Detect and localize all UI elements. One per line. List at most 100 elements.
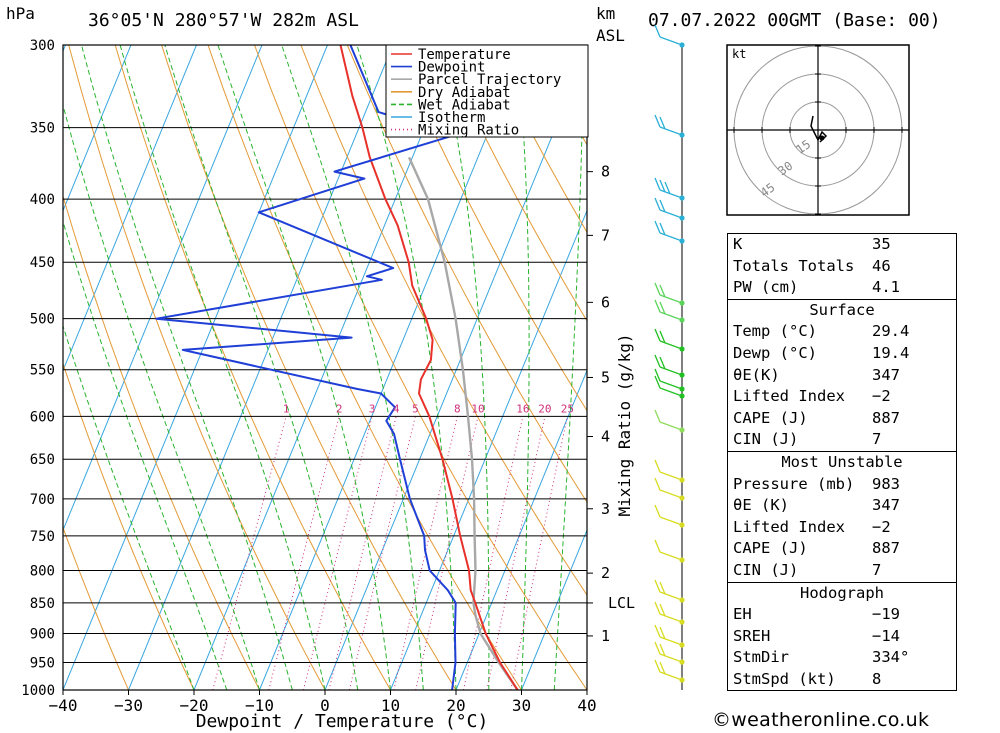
wind-barb-flag xyxy=(654,114,661,128)
eh-value: −19 xyxy=(872,605,900,624)
surface-dewp-row: Dewp (°C) 19.4 xyxy=(728,343,956,365)
height-tick-label: 4 xyxy=(601,427,610,445)
dry-adiabat-line xyxy=(486,45,587,234)
mixing-ratio-line xyxy=(348,416,416,690)
hodograph-ring-label: 30 xyxy=(776,159,796,179)
unstable-cape-label: CAPE (J) xyxy=(733,539,808,558)
wind-barb-shaft xyxy=(659,489,683,499)
height-axis: 8 7 6 5 4 3 2 LCL 1 xyxy=(587,163,635,645)
x-axis-label: Dewpoint / Temperature (°C) xyxy=(196,711,489,732)
height-tick-label: 2 xyxy=(601,564,610,582)
mixing-ratio-line xyxy=(212,416,287,690)
surface-theta-label: θE(K) xyxy=(733,365,780,384)
wind-barb-flag xyxy=(659,661,666,675)
pressure-tick-label: 300 xyxy=(30,38,55,54)
eh-row: EH −19 xyxy=(728,604,956,626)
x-tick-label: 0 xyxy=(320,696,330,715)
pressure-tick-label: 350 xyxy=(30,121,55,137)
unstable-section: Most Unstable Pressure (mb) 983 θE (K) 347… xyxy=(728,450,956,582)
wind-barb-flag xyxy=(659,603,666,617)
isotherm-line xyxy=(324,49,587,690)
legend-label: Dewpoint xyxy=(418,60,485,76)
unstable-cape-row: CAPE (J) 887 xyxy=(728,538,956,560)
unstable-cin-row: CIN (J) 7 xyxy=(728,560,956,582)
unstable-cin-value: 7 xyxy=(872,560,882,579)
hodograph-ring-label: 45 xyxy=(758,180,778,200)
sreh-row: SREH −14 xyxy=(728,626,956,648)
wet-adiabat-line xyxy=(281,45,424,690)
wind-barb-flag xyxy=(654,477,661,491)
surface-theta-row: θE(K) 347 xyxy=(728,365,956,387)
km-label: km xyxy=(596,4,615,23)
unstable-li-row: Lifted Index −2 xyxy=(728,517,956,539)
wind-barb-shaft xyxy=(659,471,683,481)
wind-barb-shaft xyxy=(659,340,683,350)
x-tick-label: −40 xyxy=(49,696,78,715)
surface-cape-row: CAPE (J) 887 xyxy=(728,408,956,430)
k-value: 35 xyxy=(872,235,891,253)
x-tick-label: 20 xyxy=(446,696,465,715)
legend-label: Mixing Ratio xyxy=(418,123,519,139)
surface-cin-value: 7 xyxy=(872,430,882,449)
stmspd-label: StmSpd (kt) xyxy=(733,669,836,688)
surface-cin-row: CIN (J) 7 xyxy=(728,429,956,451)
wind-barb-flag xyxy=(659,330,666,344)
height-tick-label: LCL xyxy=(608,594,635,612)
dry-adiabat-line xyxy=(63,194,260,690)
hodograph-section: Hodograph EH −19 SREH −14 StmDir 334° StmSp… xyxy=(728,581,956,691)
isotherm-line xyxy=(390,209,587,690)
wind-barb-flag xyxy=(654,282,661,296)
isotherm-line xyxy=(521,528,587,690)
dewpoint-series xyxy=(155,45,457,690)
x-tick-label: −20 xyxy=(180,696,209,715)
stmdir-label: StmDir xyxy=(733,648,789,667)
wind-barb-shaft xyxy=(659,232,683,242)
mixing-ratio-labels: 1 2 3 4 5 8 10 16 20 25 xyxy=(283,402,574,415)
surface-temp-value: 29.4 xyxy=(872,322,910,341)
wind-barb-shaft xyxy=(659,591,683,601)
surface-section: Surface Temp (°C) 29.4 Dewp (°C) 19.4 θE(K… xyxy=(728,298,956,451)
wind-barb-flag xyxy=(654,299,661,313)
wind-barb-flag xyxy=(654,539,661,553)
surface-cape-value: 887 xyxy=(872,408,900,427)
wind-barb-flag xyxy=(659,179,666,193)
wind-barb-flag xyxy=(659,116,666,130)
mixing-ratio-label: 1 xyxy=(283,402,290,415)
wind-barb-flag xyxy=(654,459,661,473)
pressure-tick-label: 700 xyxy=(30,492,55,508)
x-tick-label: −30 xyxy=(114,696,143,715)
hodograph-trace xyxy=(810,115,828,143)
isotherm-line xyxy=(455,369,587,690)
isotherm-line xyxy=(193,45,459,690)
wind-barb-flag xyxy=(654,354,661,368)
surface-theta-value: 347 xyxy=(872,365,900,384)
isotherm-line xyxy=(259,45,525,690)
stmdir-value: 334° xyxy=(872,648,910,667)
wind-barb-shaft xyxy=(659,636,683,646)
indices-table: K 35 Totals Totals 46 PW (cm) 4.1 Surface T… xyxy=(727,233,957,692)
chart-series xyxy=(155,45,519,690)
mixing-ratio-axis-label: Mixing Ratio (g/kg) xyxy=(615,333,634,516)
dry-adiabat-line xyxy=(439,45,587,322)
pressure-tick-label: 550 xyxy=(30,363,55,379)
pw-value: 4.1 xyxy=(872,278,900,297)
wind-barb-flag xyxy=(654,328,661,342)
wind-barb-flag xyxy=(654,659,661,673)
stmspd-row: StmSpd (kt) 8 xyxy=(728,669,956,691)
wet-adiabat-line xyxy=(63,103,260,690)
surface-li-row: Lifted Index −2 xyxy=(728,386,956,408)
wind-barb-flag xyxy=(659,199,666,213)
wind-barb-flag xyxy=(659,643,666,657)
wind-barb-flag xyxy=(664,181,671,195)
wind-barb-shaft xyxy=(659,311,683,321)
credit-text: ©weatheronline.co.uk xyxy=(712,709,930,731)
x-axis-ticks: −40 −30 −20 −10 0 10 20 30 40 xyxy=(49,690,597,715)
height-tick-label: 1 xyxy=(601,627,610,645)
legend-label: Temperature xyxy=(418,47,511,63)
wind-profile xyxy=(654,24,685,690)
wind-barb-shaft xyxy=(659,126,683,136)
height-tick-label: 7 xyxy=(601,226,610,244)
asl-label: ASL xyxy=(596,26,625,45)
wind-barb-flag xyxy=(654,641,661,655)
